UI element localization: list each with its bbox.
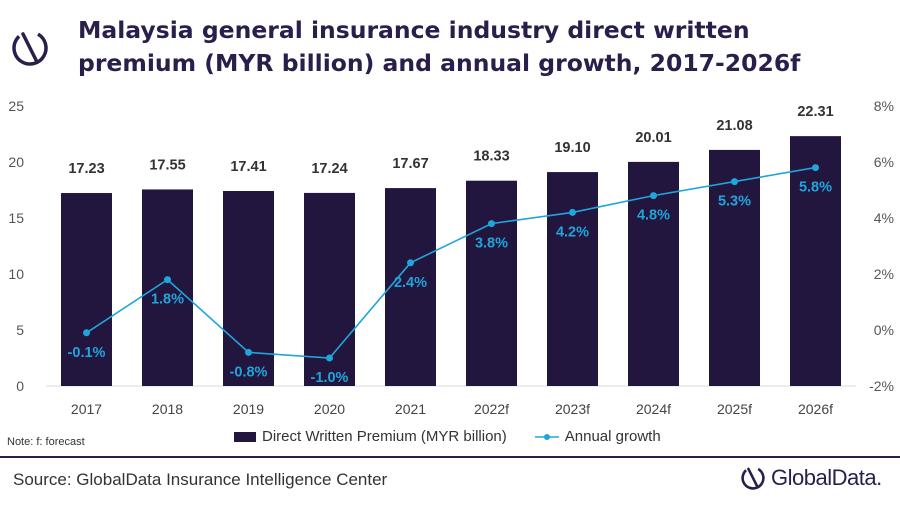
x-tick-label: 2026f	[798, 401, 833, 417]
bars-group	[61, 136, 841, 386]
growth-value-label: 5.8%	[799, 180, 832, 196]
y-tick-left: 10	[8, 266, 24, 282]
x-tick-label: 2025f	[717, 401, 752, 417]
bar	[385, 188, 436, 386]
legend-bar-swatch	[234, 431, 256, 442]
growth-value-label: 2.4%	[394, 275, 427, 291]
bar-value-label: 22.31	[797, 104, 833, 120]
bar	[547, 172, 598, 386]
legend-line-swatch	[534, 433, 559, 440]
bar-value-label: 20.01	[635, 130, 671, 146]
growth-point	[569, 208, 576, 216]
growth-point	[812, 164, 819, 172]
growth-value-label: 4.8%	[637, 208, 670, 224]
forecast-note: Note: f: forecast	[7, 436, 85, 448]
legend-item-premium: Direct Written Premium (MYR billion)	[234, 428, 507, 445]
growth-point	[83, 329, 90, 337]
growth-value-label: -0.1%	[68, 345, 106, 361]
y-tick-right: 4%	[874, 210, 894, 226]
globaldata-logo-icon	[10, 28, 50, 73]
legend-item-growth: Annual growth	[534, 428, 661, 445]
x-tick-label: 2022f	[474, 401, 509, 417]
bar-value-label: 18.33	[473, 149, 509, 165]
source-text: Source: GlobalData Insurance Intelligenc…	[13, 470, 388, 489]
y-tick-right: -2%	[869, 378, 894, 394]
bar	[61, 193, 112, 386]
bar	[790, 136, 841, 386]
x-tick-label: 2019	[233, 401, 264, 417]
brand-name: GlobalData.	[771, 465, 882, 490]
y-tick-right: 6%	[874, 154, 894, 170]
x-tick-label: 2021	[395, 401, 426, 417]
x-tick-label: 2018	[152, 401, 183, 417]
y-axis-left: 0 5 10 15 20 25	[8, 98, 24, 394]
x-tick-label: 2017	[71, 401, 102, 417]
growth-value-label: 4.2%	[556, 224, 589, 240]
bar-value-label: 19.10	[554, 140, 590, 156]
chart-title: Malaysia general insurance industry dire…	[78, 16, 801, 77]
growth-line-group: -0.1% 1.8% -0.8% -1.0% 2.4% 3.8% 4.2% 4.8% 5.3% 5…	[68, 164, 832, 386]
growth-line	[86, 166, 816, 359]
x-tick-label: 2020	[314, 401, 345, 417]
legend: Direct Written Premium (MYR billion) Ann…	[234, 428, 689, 445]
x-axis-ticks: 2017 2018 2019 2020 2021 2022f 2023f 2024f 2025f…	[71, 401, 833, 417]
growth-point	[245, 348, 252, 356]
growth-point	[326, 354, 333, 362]
y-tick-left: 25	[8, 98, 24, 114]
y-tick-left: 20	[8, 154, 24, 170]
y-tick-right: 8%	[874, 98, 894, 114]
bar	[223, 191, 274, 386]
legend-label-premium: Direct Written Premium (MYR billion)	[262, 428, 507, 445]
growth-point	[650, 192, 657, 200]
chart-plot: 0 5 10 15 20 25 -2% 0% 2% 4% 6% 8% 17.23 17.55 17.41…	[8, 98, 894, 417]
globaldata-small-logo-icon	[741, 466, 765, 490]
bar-value-label: 17.55	[149, 157, 185, 173]
bar	[304, 192, 355, 386]
x-tick-label: 2023f	[555, 401, 590, 417]
growth-value-label: 5.3%	[718, 194, 751, 210]
growth-point	[488, 220, 495, 228]
bar	[709, 149, 760, 386]
bar-labels-group: 17.23 17.55 17.41 17.24 17.67 18.33 19.10 20.01…	[68, 104, 833, 177]
bar-value-label: 17.67	[392, 156, 428, 172]
bar-value-label: 17.41	[230, 159, 266, 175]
growth-value-label: 3.8%	[475, 236, 508, 252]
growth-value-label: -1.0%	[311, 370, 349, 386]
growth-value-label: 1.8%	[151, 292, 184, 308]
y-tick-right: 2%	[874, 266, 894, 282]
y-tick-left: 0	[16, 378, 24, 394]
bar-value-label: 21.08	[716, 118, 752, 134]
y-axis-right: -2% 0% 2% 4% 6% 8%	[869, 98, 894, 394]
bar-value-label: 17.23	[68, 161, 104, 177]
y-tick-left: 15	[8, 210, 24, 226]
growth-value-label: -0.8%	[230, 364, 268, 380]
growth-point	[407, 259, 414, 267]
y-tick-right: 0%	[874, 322, 894, 338]
growth-point	[731, 178, 738, 186]
bar-value-label: 17.24	[311, 161, 347, 177]
x-tick-label: 2024f	[636, 401, 671, 417]
bar	[466, 180, 517, 386]
bar	[142, 189, 193, 386]
legend-label-growth: Annual growth	[564, 428, 661, 445]
growth-point	[164, 276, 171, 284]
brand: GlobalData.	[740, 465, 882, 491]
y-tick-left: 5	[16, 322, 24, 338]
footer-divider	[0, 456, 900, 458]
